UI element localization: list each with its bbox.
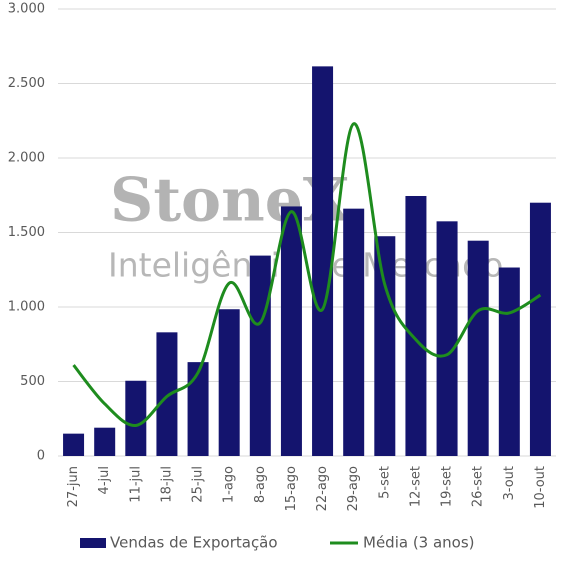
- y-tick-label: 1.500: [8, 225, 45, 240]
- x-tick-label: 3-out: [502, 466, 517, 501]
- x-tick-label: 8-ago: [253, 466, 268, 503]
- bar: [529, 202, 551, 456]
- x-tick-label: 5-set: [377, 466, 392, 499]
- x-tick-label: 10-out: [533, 466, 548, 509]
- x-tick-label: 25-jul: [191, 466, 206, 503]
- y-tick-label: 2.500: [8, 76, 45, 91]
- x-tick-label: 29-ago: [346, 466, 361, 511]
- y-tick-label: 1.000: [8, 300, 45, 315]
- y-tick-label: 2.000: [8, 151, 45, 166]
- bar: [187, 362, 209, 456]
- legend-swatch: [80, 538, 106, 548]
- y-tick-label: 0: [37, 449, 45, 464]
- bar: [280, 206, 302, 456]
- y-tick-label: 500: [20, 374, 45, 389]
- x-tick-label: 12-set: [408, 466, 423, 507]
- y-tick-label: 3.000: [8, 2, 45, 17]
- bar: [467, 240, 489, 456]
- bar: [343, 208, 365, 456]
- x-tick-label: 15-ago: [284, 466, 299, 511]
- bar: [374, 236, 396, 456]
- legend-label: Média (3 anos): [363, 534, 475, 552]
- legend-label: Vendas de Exportação: [110, 534, 278, 552]
- x-tick-label: 27-jun: [66, 466, 81, 507]
- x-tick-label: 26-set: [471, 466, 486, 507]
- bar: [249, 255, 271, 456]
- bar: [218, 309, 240, 456]
- x-tick-label: 11-jul: [128, 466, 143, 503]
- x-tick-label: 22-ago: [315, 466, 330, 511]
- x-tick-label: 18-jul: [159, 466, 174, 503]
- x-tick-label: 4-jul: [97, 466, 112, 494]
- bar: [156, 332, 178, 456]
- bar: [63, 433, 85, 456]
- bar: [312, 66, 334, 457]
- bar: [498, 267, 520, 456]
- watermark-brand: StoneX: [110, 166, 350, 236]
- x-tick-label: 19-set: [440, 466, 455, 507]
- bar: [94, 427, 116, 456]
- bar: [125, 380, 147, 456]
- line: [72, 122, 542, 427]
- bar: [405, 195, 427, 456]
- bar: [436, 221, 458, 456]
- x-tick-label: 1-ago: [222, 466, 237, 503]
